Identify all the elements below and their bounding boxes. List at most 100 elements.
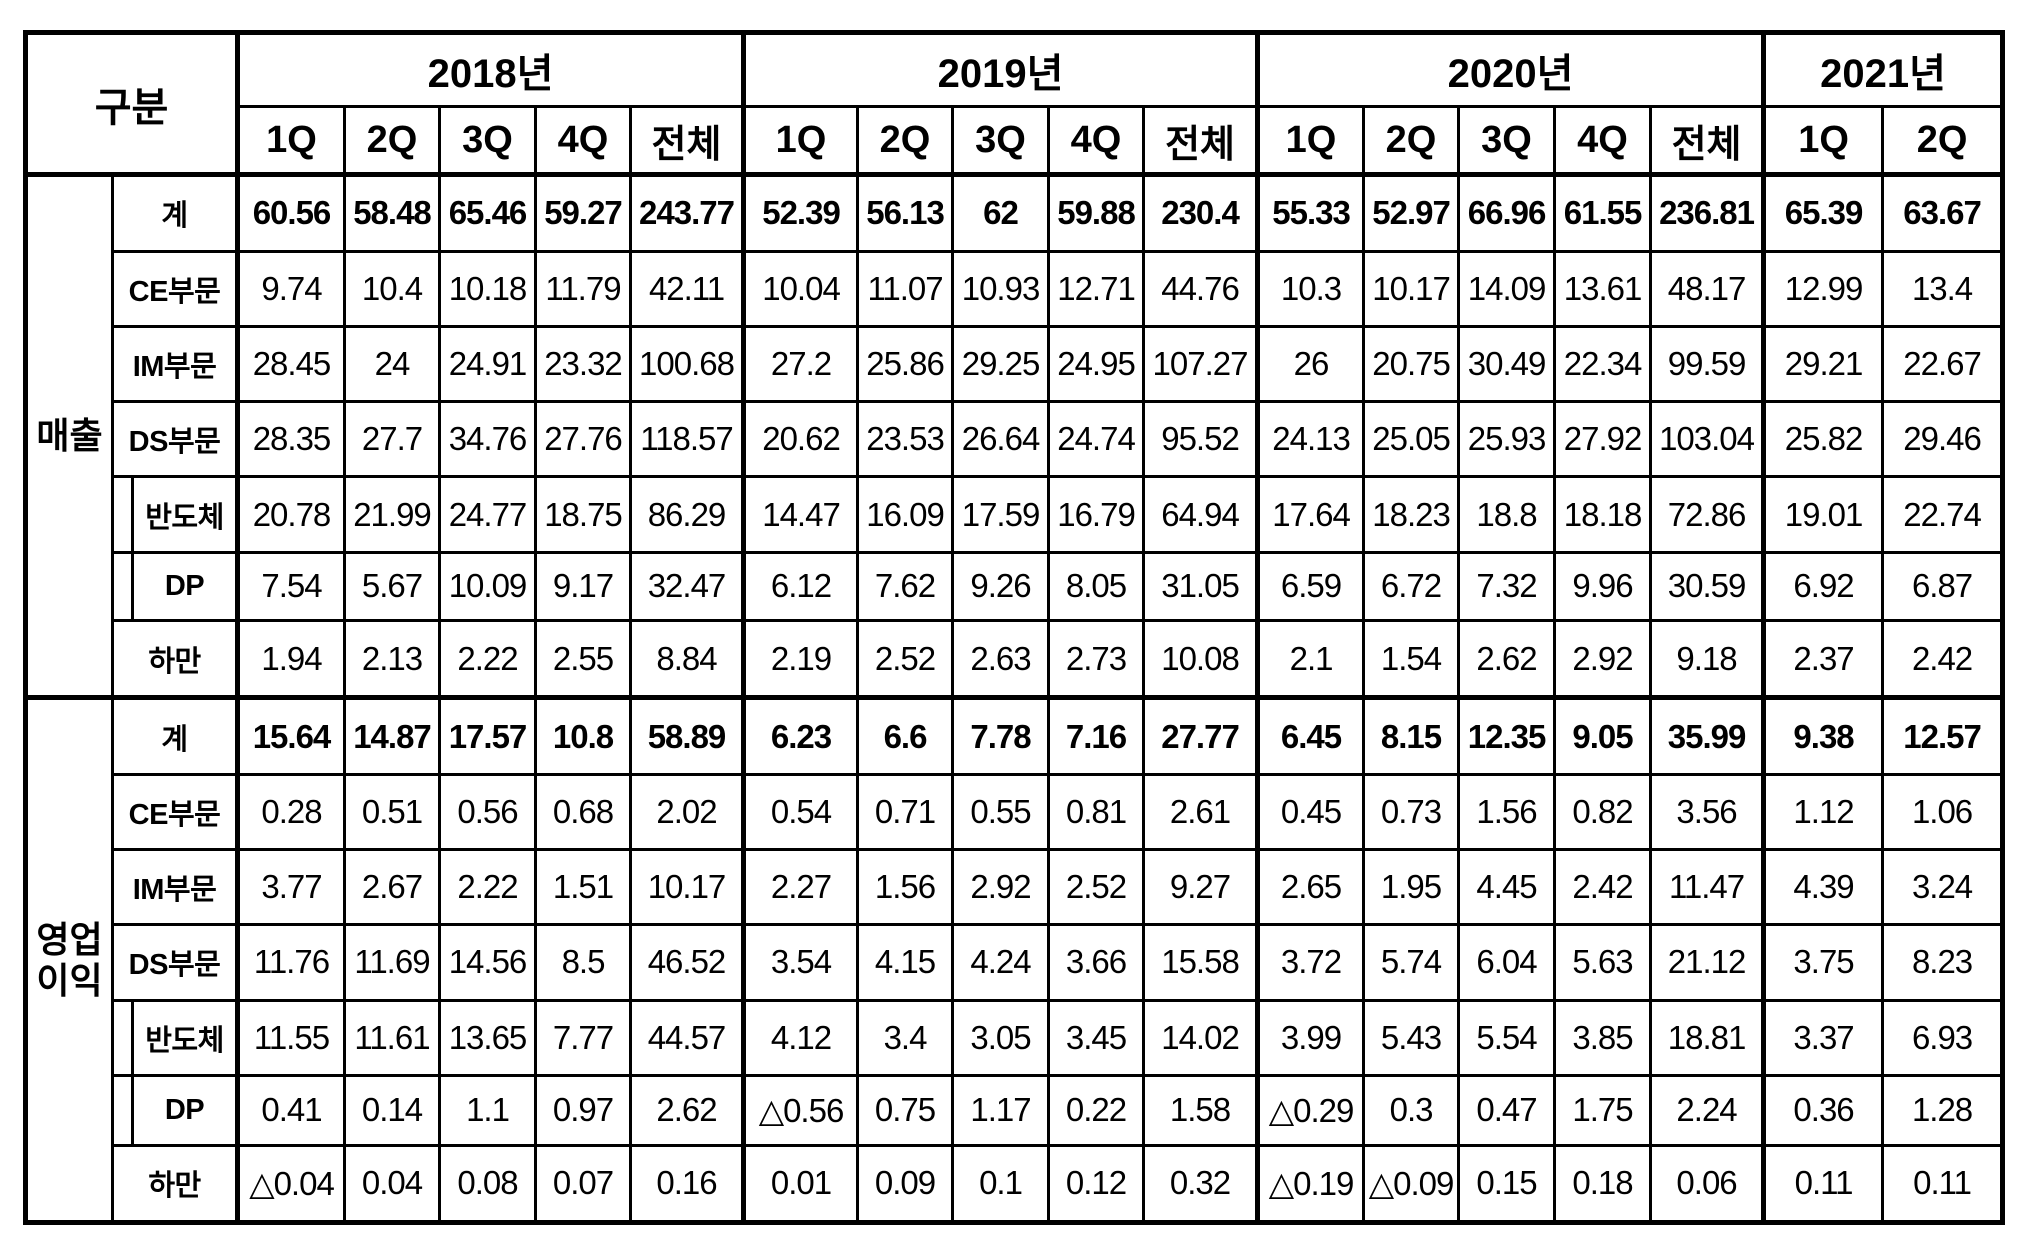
- quarter-header: 4Q: [534, 105, 632, 177]
- data-cell: 11.61: [343, 998, 441, 1077]
- data-cell: 18.8: [1457, 475, 1557, 554]
- data-cell: 2.42: [1553, 848, 1653, 927]
- data-cell: 17.57: [438, 695, 537, 776]
- data-cell: 1.94: [235, 619, 346, 700]
- data-cell: 21.99: [343, 475, 441, 554]
- quarter-header: 전체: [1142, 105, 1260, 177]
- data-cell: 10.08: [1142, 619, 1260, 700]
- data-cell: 34.76: [438, 400, 537, 479]
- data-cell: 2.19: [741, 619, 860, 700]
- data-cell: 28.35: [235, 400, 346, 479]
- data-cell: 0.01: [741, 1143, 860, 1225]
- data-cell: 3.85: [1553, 998, 1653, 1077]
- data-cell: 56.13: [856, 173, 955, 253]
- data-cell: 25.82: [1761, 400, 1885, 479]
- data-cell: 1.95: [1362, 848, 1461, 927]
- data-cell: 21.12: [1649, 923, 1766, 1002]
- data-cell: 1.58: [1142, 1073, 1260, 1147]
- data-cell: 14.09: [1457, 249, 1557, 329]
- data-cell: 6.87: [1881, 550, 2005, 623]
- data-cell: 24: [343, 325, 441, 404]
- data-cell: 25.93: [1457, 400, 1557, 479]
- data-cell: 0.14: [343, 1073, 441, 1147]
- data-cell: 25.05: [1362, 400, 1461, 479]
- data-cell: 3.05: [951, 998, 1051, 1077]
- data-cell: 107.27: [1142, 325, 1260, 404]
- data-cell: 2.63: [951, 619, 1051, 700]
- data-cell: 6.6: [856, 695, 955, 776]
- row-label: DS부문: [111, 400, 239, 479]
- data-cell: 8.05: [1047, 550, 1146, 623]
- year-header: 2019년: [741, 31, 1260, 108]
- row-label: 계: [111, 173, 239, 253]
- data-cell: 13.4: [1881, 249, 2005, 329]
- table-row: IM부문 28.45 24 24.91 23.32 100.68 27.2 25.86 29.2…: [26, 325, 2005, 404]
- data-cell: 5.54: [1457, 998, 1557, 1077]
- data-cell: 0.06: [1649, 1143, 1766, 1225]
- data-cell: 0.55: [951, 772, 1051, 852]
- data-cell: 63.67: [1881, 173, 2005, 253]
- row-label: DS부문: [111, 923, 239, 1002]
- data-cell: 27.92: [1553, 400, 1653, 479]
- data-cell: 0.15: [1457, 1143, 1557, 1225]
- data-cell: 7.54: [235, 550, 346, 623]
- data-cell: 95.52: [1142, 400, 1260, 479]
- data-cell: 22.34: [1553, 325, 1653, 404]
- table-header: 구분 2018년 2019년 2020년 2021년 1Q 2Q 3Q 4Q 전체 1Q 2Q 3Q 4Q…: [24, 31, 2005, 177]
- data-cell: 99.59: [1649, 325, 1766, 404]
- table-row: CE부문 9.74 10.4 10.18 11.79 42.11 10.04 11.07 10.…: [26, 249, 2005, 329]
- data-cell: 10.4: [343, 249, 441, 329]
- data-cell: 4.12: [741, 998, 860, 1077]
- indent-spacer: [111, 550, 134, 623]
- data-cell: 243.77: [628, 173, 746, 253]
- quarter-header: 4Q: [1047, 105, 1146, 177]
- row-label: CE부문: [111, 249, 239, 329]
- data-cell: 0.04: [343, 1143, 441, 1225]
- data-cell: 23.53: [856, 400, 955, 479]
- data-cell: 9.17: [534, 550, 632, 623]
- data-cell: 13.65: [438, 998, 537, 1077]
- data-cell: 9.27: [1142, 848, 1260, 927]
- data-cell: 2.52: [1047, 848, 1146, 927]
- data-cell: 2.65: [1255, 848, 1366, 927]
- table-row: 반도체 20.78 21.99 24.77 18.75 86.29 14.47 16.09 17…: [26, 475, 2005, 554]
- data-cell: 0.28: [235, 772, 346, 852]
- row-label: CE부문: [111, 772, 239, 852]
- row-label: 하만: [111, 1143, 239, 1225]
- data-cell: 3.37: [1761, 998, 1885, 1077]
- data-cell: 3.66: [1047, 923, 1146, 1002]
- data-cell: 60.56: [235, 173, 346, 253]
- data-cell: 2.13: [343, 619, 441, 700]
- table-row: DS부문 11.76 11.69 14.56 8.5 46.52 3.54 4.15 4.24 3…: [26, 923, 2005, 1002]
- data-cell: 13.61: [1553, 249, 1653, 329]
- data-cell: 7.16: [1047, 695, 1146, 776]
- data-cell: 2.52: [856, 619, 955, 700]
- data-cell: 2.67: [343, 848, 441, 927]
- data-cell: 11.69: [343, 923, 441, 1002]
- data-cell: 65.39: [1761, 173, 1885, 253]
- quarter-header: 1Q: [235, 105, 346, 177]
- data-cell: 0.07: [534, 1143, 632, 1225]
- data-cell: 61.55: [1553, 173, 1653, 253]
- data-cell: 17.64: [1255, 475, 1366, 554]
- data-cell: 0.47: [1457, 1073, 1557, 1147]
- data-cell: 2.22: [438, 619, 537, 700]
- data-cell: 12.99: [1761, 249, 1885, 329]
- data-cell: 20.62: [741, 400, 860, 479]
- indent-spacer: [111, 998, 134, 1077]
- data-cell: 23.32: [534, 325, 632, 404]
- indent-spacer: [111, 1073, 134, 1147]
- row-label: 반도체: [131, 475, 239, 554]
- data-cell: 27.2: [741, 325, 860, 404]
- data-cell: 2.02: [628, 772, 746, 852]
- data-cell: 10.04: [741, 249, 860, 329]
- data-cell: 2.62: [628, 1073, 746, 1147]
- data-cell: 1.56: [1457, 772, 1557, 852]
- data-cell: 0.41: [235, 1073, 346, 1147]
- data-cell: △0.56: [741, 1073, 860, 1147]
- data-cell: △0.19: [1255, 1143, 1366, 1225]
- data-cell: 22.74: [1881, 475, 2005, 554]
- data-cell: 0.3: [1362, 1073, 1461, 1147]
- data-cell: 11.79: [534, 249, 632, 329]
